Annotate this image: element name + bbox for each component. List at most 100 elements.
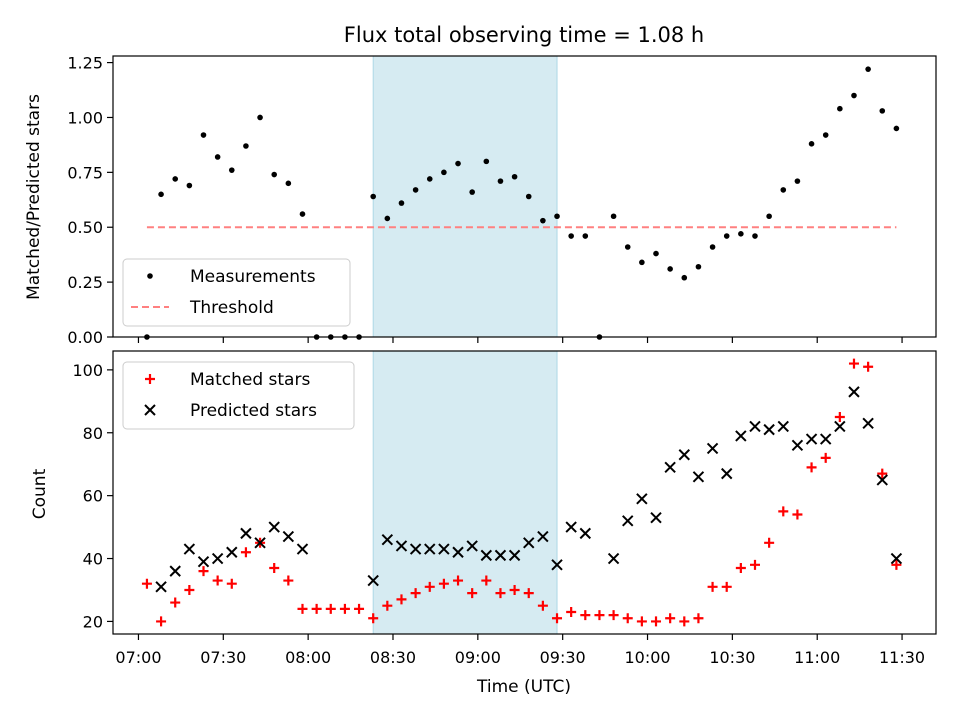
bottom-series-1-point-7: [254, 537, 266, 549]
bottom-series-1-point-8: [268, 521, 280, 533]
bottom-series-1-point-24: [551, 559, 563, 571]
bottom-y-tick-label-0: 20: [83, 612, 103, 631]
bottom-series-1-point-22: [523, 537, 535, 549]
bottom-series-0-point-23: [467, 588, 478, 599]
bottom-x-tick-label-8: 11:00: [794, 648, 840, 667]
bottom-series-0-point-5: [212, 575, 223, 586]
bottom-series-0-point-32: [594, 610, 605, 621]
top-series-0-point-47: [808, 141, 815, 147]
top-series-0-point-45: [780, 187, 787, 193]
bottom-series-1-point-10: [296, 543, 309, 555]
top-series-0-point-43: [752, 233, 758, 239]
bottom-series-1-point-3: [197, 555, 210, 568]
top-y-tick-label-5: 1.25: [67, 54, 103, 73]
top-series-0-point-37: [667, 266, 673, 272]
bottom-series-0-point-31: [580, 610, 591, 621]
bottom-x-tick-label-1: 07:30: [200, 648, 246, 667]
bottom-series-0-point-21: [438, 578, 449, 589]
bottom-series-1-point-0: [155, 581, 167, 593]
bottom-series-0-point-11: [297, 603, 308, 614]
bottom-series-0-point-46: [792, 509, 803, 520]
bottom-legend: Matched stars Predicted stars: [122, 361, 355, 430]
bottom-y-tick-label-3: 80: [83, 424, 103, 443]
top-y-axis-label: Matched/Predicted stars: [24, 94, 44, 300]
bottom-series-0-point-52: [877, 468, 888, 479]
bottom-series-1-point-45: [862, 417, 874, 430]
bottom-series-0-point-45: [778, 506, 789, 517]
bottom-series-1-point-29: [636, 493, 648, 505]
top-series-0-point-49: [837, 105, 843, 112]
bottom-series-0-point-28: [537, 600, 548, 611]
top-series-0-point-19: [412, 187, 419, 193]
top-panel: 0.00 0.25 0.50 0.75 1.00 1.25 Measurements Thre…: [67, 54, 937, 347]
top-series-0-point-42: [738, 231, 744, 237]
bottom-series-1-point-17: [452, 546, 464, 558]
bottom-series-0-point-26: [509, 584, 520, 595]
top-series-0-point-3: [186, 182, 193, 189]
top-legend-label-0: Measurements: [190, 267, 316, 287]
bottom-series-0-point-2: [170, 597, 181, 608]
bottom-panel: 20 40 60 80 100 07:00 07:30 08:00 08:30 09:00 09:3…: [72, 350, 937, 667]
bottom-series-0-point-9: [269, 562, 280, 573]
bottom-series-0-point-19: [410, 588, 421, 599]
bottom-series-0-point-4: [198, 566, 209, 577]
bottom-series-0-point-34: [622, 613, 633, 624]
top-series-0-point-18: [398, 200, 405, 206]
top-series-0-point-23: [469, 189, 475, 195]
top-legend-box: [122, 258, 351, 327]
bottom-legend-marker-0: [145, 374, 155, 384]
bottom-series-1-point-44: [848, 386, 860, 398]
top-legend-marker-0: [147, 273, 153, 279]
top-y-tick-label-1: 0.25: [67, 273, 103, 292]
bottom-series-0-point-44: [764, 537, 775, 548]
x-axis-label: Time (UTC): [476, 677, 571, 697]
top-series-0-point-5: [214, 154, 221, 160]
bottom-series-1-point-39: [777, 420, 789, 433]
bottom-legend-marker-1: [144, 404, 156, 416]
bottom-series-0-point-33: [608, 610, 619, 621]
top-series-0-point-35: [639, 259, 645, 266]
bottom-series-0-point-14: [339, 603, 350, 614]
bottom-series-1-point-23: [537, 530, 549, 543]
top-series-0-point-46: [794, 178, 801, 184]
bottom-series-1-point-32: [678, 449, 690, 461]
bottom-series-0-point-20: [424, 581, 435, 592]
top-series-0-point-28: [540, 217, 546, 224]
top-series-0-point-48: [822, 132, 829, 138]
bottom-series-0-point-42: [735, 562, 746, 573]
bottom-series-1-point-35: [721, 467, 733, 480]
bottom-series-0-point-29: [552, 613, 563, 624]
top-legend: Measurements Threshold: [122, 258, 351, 327]
bottom-series-1-point-19: [480, 549, 493, 562]
top-series-0-point-41: [723, 233, 730, 239]
bottom-series-0-point-39: [693, 613, 704, 624]
bottom-legend-label-1: Predicted stars: [190, 401, 317, 421]
bottom-series-1-point-25: [565, 521, 577, 533]
bottom-series-0-point-35: [636, 616, 647, 627]
top-series-0-point-29: [554, 213, 560, 220]
bottom-series-0-point-17: [382, 600, 393, 611]
top-series-0-point-17: [384, 215, 391, 222]
top-series-0-point-50: [851, 92, 857, 99]
top-series-0-point-8: [257, 114, 263, 121]
top-series-0-point-44: [766, 213, 772, 220]
bottom-series-1-point-31: [664, 461, 676, 474]
top-series-0-point-39: [695, 263, 702, 270]
bottom-series-1-point-11: [367, 574, 379, 587]
top-plot-frame: [112, 55, 937, 338]
top-series-0-point-24: [483, 158, 490, 165]
bottom-y-tick-label-2: 60: [83, 487, 103, 506]
bottom-series-0-point-7: [240, 547, 251, 558]
bottom-series-1-point-30: [650, 511, 662, 524]
bottom-series-1-point-4: [211, 552, 224, 565]
top-series-0-point-9: [271, 171, 278, 178]
bottom-series-0-point-30: [566, 606, 577, 617]
bottom-series-0-point-48: [820, 452, 831, 463]
bottom-series-1-point-16: [438, 543, 450, 555]
bottom-series-0-point-0: [141, 578, 152, 589]
bottom-series-1-point-1: [169, 565, 181, 577]
top-series-0-point-25: [497, 178, 504, 184]
bottom-series-0-point-6: [226, 578, 237, 589]
bottom-series-0-point-22: [453, 575, 464, 586]
bottom-series-0-point-25: [495, 588, 506, 599]
